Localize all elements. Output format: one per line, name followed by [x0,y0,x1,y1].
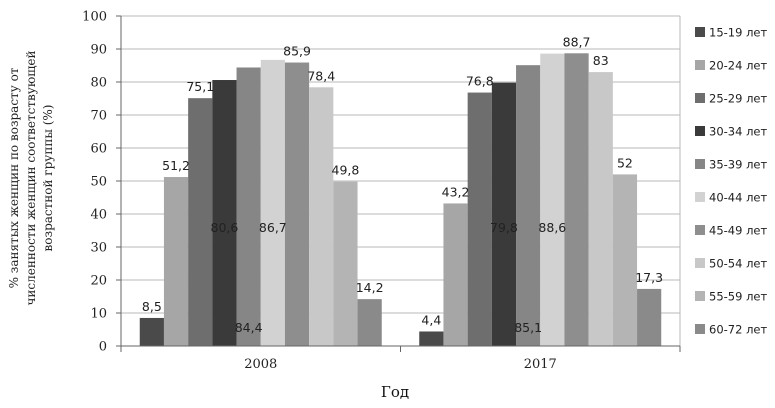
bar-2017-5 [516,65,541,347]
bar-2008-1 [139,317,164,346]
y-tick-label: 0 [99,340,107,355]
legend-swatch [695,27,705,37]
legend-label: 50-54 лет [709,257,767,271]
legend-swatch [695,225,705,235]
bar-2008-10 [357,299,382,346]
bar-2008-3 [188,98,213,346]
y-tick-label: 20 [90,274,107,289]
bar-2017-10 [637,288,662,346]
data-label: 83 [593,53,609,68]
bar-2017-3 [467,92,492,346]
y-axis-title: % занятых женщин по возрасту от численно… [7,50,55,305]
legend-swatch [695,192,705,202]
data-label: 78,4 [307,68,335,83]
data-label: 86,7 [259,220,287,235]
data-label: 88,7 [563,34,591,49]
legend-label: 30-34 лет [709,125,767,139]
bar-2008-7 [284,62,310,346]
legend-label: 15-19 лет [709,26,767,40]
bar-2008-8 [309,87,334,346]
y-tick-label: 30 [90,241,107,256]
y-axis-title-line-1: % занятых женщин по возрасту от [7,67,21,288]
bar-2017-6 [540,53,565,347]
data-label: 79,8 [490,220,518,235]
axes: 0 10 20 30 40 50 60 70 80 90 100 2008 2017 [82,10,681,372]
legend-swatch [695,93,705,103]
bar-2008-2 [163,177,189,346]
y-tick-label: 100 [82,10,107,25]
bar-2017-7 [564,53,589,346]
bar-2017-4 [491,82,517,346]
data-label: 85,9 [283,44,311,59]
y-tick-label: 50 [90,175,107,190]
legend: 15-19 лет 20-24 лет 25-29 лет 30-34 лет 35-3… [695,26,767,337]
y-tick-label: 10 [90,307,107,322]
x-tick-label-2008: 2008 [244,357,277,372]
legend-label: 25-29 лет [709,92,767,106]
legend-swatch [695,324,705,334]
bar-2017-1 [419,331,444,346]
data-label: 17,3 [635,270,663,285]
data-label: 76,8 [466,74,494,89]
legend-swatch [695,291,705,301]
legend-label: 40-44 лет [709,191,767,205]
data-label: 43,2 [442,184,470,199]
y-tick-label: 60 [90,142,107,157]
legend-label: 45-49 лет [709,224,767,238]
legend-swatch [695,258,705,268]
bar-2008-9 [333,181,358,346]
y-tick-label: 70 [90,109,107,124]
data-labels: 8,5 4,4 51,2 43,2 75,1 76,8 80,6 79,8 84,4 85,1 86… [142,34,663,335]
legend-swatch [695,159,705,169]
bar-2008-5 [236,67,261,346]
data-label: 88,6 [538,220,566,235]
legend-label: 20-24 лет [709,59,767,73]
bar-2008-4 [212,80,237,347]
y-tick-label: 90 [90,43,107,58]
legend-label: 35-39 лет [709,158,767,172]
legend-swatch [695,126,705,136]
bars [139,53,662,347]
data-label: 8,5 [142,299,162,314]
data-label: 84,4 [235,320,263,335]
data-label: 75,1 [186,79,214,94]
y-axis-title-line-2: численности женщин соответствующей [24,50,38,305]
y-tick-label: 80 [90,76,107,91]
legend-label: 60-72 лет [709,323,767,337]
data-label: 52 [617,155,633,170]
x-tick-label-2017: 2017 [524,357,557,372]
data-label: 51,2 [162,158,190,173]
data-label: 4,4 [421,312,441,327]
bar-2017-2 [443,203,468,346]
bar-2008-6 [260,59,285,346]
data-label: 14,2 [356,280,384,295]
legend-label: 55-59 лет [709,290,767,304]
bar-2017-8 [588,72,613,346]
data-label: 49,8 [332,163,360,178]
data-label: 80,6 [211,220,239,235]
y-tick-label: 40 [90,208,107,223]
bar-2017-9 [612,174,638,346]
data-label: 85,1 [514,320,542,335]
legend-swatch [695,60,705,70]
y-axis-title-line-3: возрастной группы (%) [41,105,55,252]
x-axis-title: Год [381,383,409,401]
